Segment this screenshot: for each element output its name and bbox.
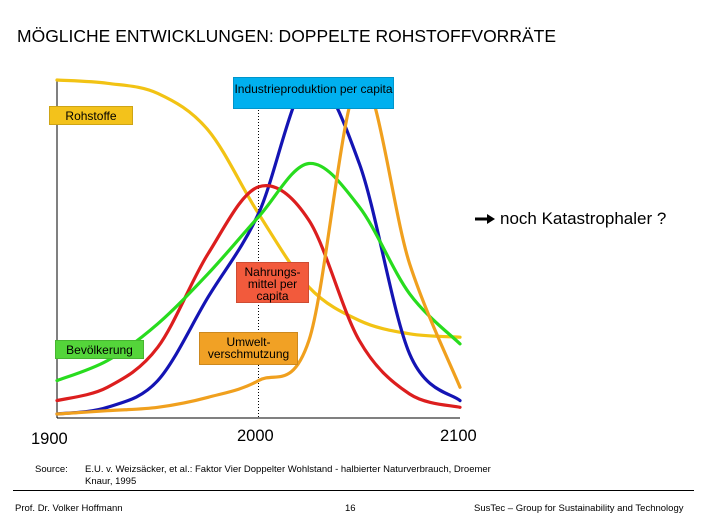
chart-axes — [56, 80, 460, 419]
label-umweltverschmutzung: Umwelt- verschmutzung — [199, 332, 298, 365]
series-line-industrieproduktion-per-capita — [55, 77, 462, 416]
label-industrieproduktion-text: Industrieproduktion per capita — [234, 82, 393, 96]
tick-label-2100: 2100 — [440, 427, 477, 445]
footer-divider — [13, 490, 694, 491]
arrow-right-icon — [475, 214, 495, 224]
tick-label-1900: 1900 — [31, 430, 68, 448]
series-line-umweltverschmutzung — [55, 77, 462, 416]
label-nahrungsmittel-text: Nahrungs- mittel per capita — [244, 265, 301, 303]
annotation: noch Katastrophaler ? — [474, 209, 666, 229]
page-number: 16 — [345, 503, 356, 514]
source-text: E.U. v. Weizsäcker, et al.: Faktor Vier … — [85, 464, 491, 487]
label-umweltverschmutzung-text: Umwelt- verschmutzung — [207, 335, 290, 361]
annotation-text: noch Katastrophaler ? — [500, 209, 667, 228]
source-label: Source: — [35, 464, 68, 475]
tick-label-2000: 2000 — [237, 427, 274, 445]
series-line-nahrungsmittel-per-capita — [55, 184, 462, 409]
chart-series — [55, 77, 462, 416]
footer-author: Prof. Dr. Volker Hoffmann — [15, 503, 123, 514]
label-industrieproduktion: Industrieproduktion per capita — [233, 77, 394, 109]
label-bevoelkerung: Bevölkerung — [55, 340, 144, 359]
label-nahrungsmittel: Nahrungs- mittel per capita — [236, 262, 309, 303]
page-title: MÖGLICHE ENTWICKLUNGEN: DOPPELTE ROHSTOF… — [17, 26, 556, 46]
label-rohstoffe: Rohstoffe — [49, 106, 133, 125]
footer-organization: SusTec – Group for Sustainability and Te… — [474, 503, 684, 514]
